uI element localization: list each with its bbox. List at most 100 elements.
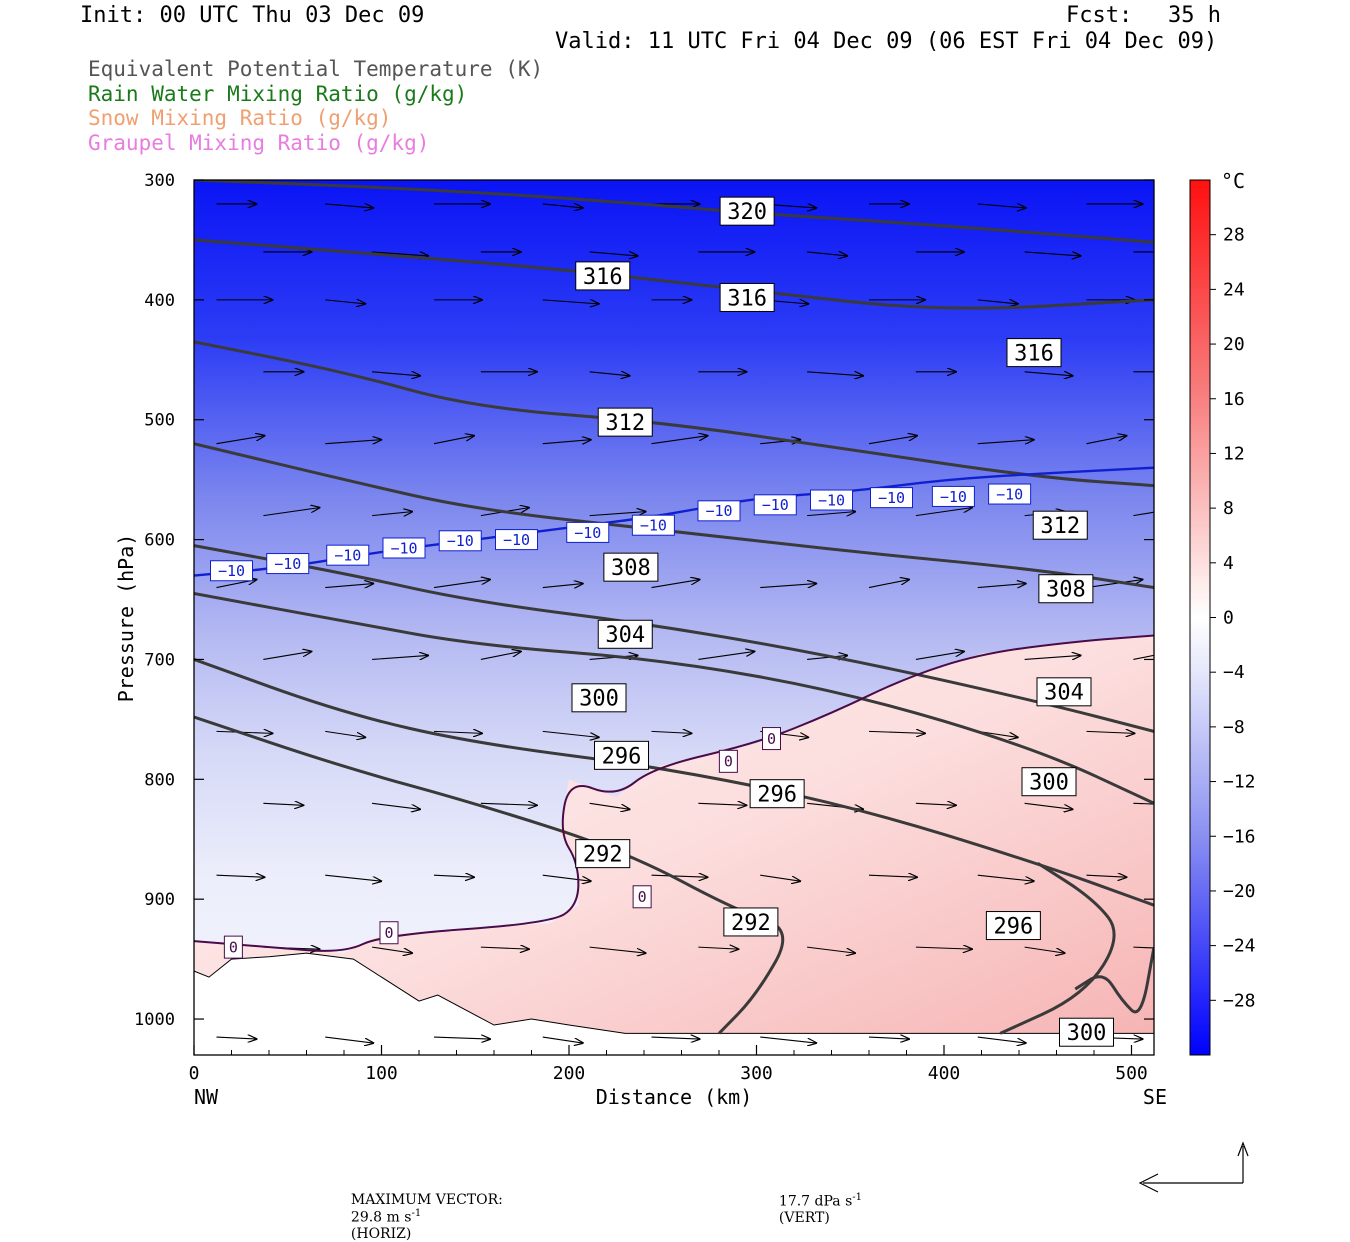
wind-vector — [480, 803, 537, 805]
wind-vector — [433, 1037, 490, 1039]
wind-vector — [372, 372, 420, 376]
wind-vector — [868, 1037, 909, 1039]
theta-e-label: 296 — [749, 779, 805, 809]
wind-vector — [1133, 802, 1154, 805]
svg-text:316: 316 — [583, 265, 623, 290]
theta-e-label: 312 — [1032, 510, 1088, 540]
wind-vector — [1086, 875, 1127, 877]
reference-vector — [1138, 1141, 1249, 1193]
colorbar-tick-label: 0 — [1223, 608, 1234, 629]
wind-vector — [1024, 372, 1073, 376]
wind-vector — [651, 875, 708, 877]
cross-section-chart: −10 −10 −10 −10 −10 −10 −10 −10 −10 −10 −10 −10 −10 −… — [114, 169, 1256, 1193]
x-axis: 0 100 200 300 400 500 — [189, 1045, 1148, 1084]
isotherm-label: 0 — [632, 885, 652, 909]
wind-vector — [216, 1037, 257, 1039]
y-tick-label: 600 — [144, 531, 175, 551]
svg-text:296: 296 — [602, 744, 642, 769]
x-right-end-label: SE — [1143, 1085, 1167, 1109]
wind-vector — [325, 300, 365, 304]
wind-vector — [760, 874, 800, 881]
colorbar-tick-label: 8 — [1223, 498, 1234, 519]
theta-e-label: 304 — [1036, 677, 1092, 707]
wind-vector — [372, 655, 428, 659]
theta-e-label: 292 — [575, 839, 631, 869]
isotherm-label: −10 — [631, 514, 675, 536]
legend-snow: Snow Mixing Ratio (g/kg) — [88, 106, 392, 130]
wind-vector — [325, 1036, 373, 1043]
wind-vector — [433, 436, 474, 445]
y-tick-label: 500 — [144, 411, 175, 431]
wind-vector — [589, 946, 646, 953]
theta-e-contour-296 — [194, 715, 785, 1035]
colorbar-tick-label: −28 — [1223, 990, 1256, 1011]
wind-vector — [868, 875, 917, 877]
wind-vector — [372, 512, 412, 516]
colorbar-gradient — [1189, 179, 1211, 1056]
wind-vector — [760, 1036, 816, 1043]
wind-vector — [868, 436, 917, 445]
wind-vector — [325, 204, 373, 208]
isotherm-label: −10 — [382, 537, 426, 559]
colorbar-tick-label: −20 — [1223, 881, 1256, 902]
wind-vector — [542, 584, 583, 588]
isotherm-label: 0 — [718, 749, 738, 773]
theta-e-label: 296 — [594, 740, 649, 770]
colorbar-tick-label: −8 — [1223, 717, 1245, 738]
isotherm-minus-10 — [194, 466, 1154, 577]
x-tick-label: 0 — [189, 1063, 200, 1084]
temperature-shading — [194, 180, 1154, 1055]
svg-text:−10: −10 — [762, 496, 789, 514]
wind-vector — [325, 730, 365, 737]
x-tick-label: 400 — [928, 1063, 961, 1084]
contour-labels: −10 −10 −10 −10 −10 −10 −10 −10 −10 −10 −10 −10 −10 −… — [210, 196, 1114, 1047]
isotherm-label: 0 — [762, 727, 781, 751]
wind-vector — [589, 372, 630, 376]
wind-vector — [589, 802, 630, 809]
svg-text:316: 316 — [1014, 342, 1054, 367]
vert-value: 17.7 dPa s — [778, 1193, 853, 1210]
isotherm-label: −10 — [988, 483, 1032, 505]
footer-max-vector: MAXIMUM VECTOR: 29.8 m s-1 (HORIZ) — [342, 1176, 503, 1242]
svg-text:316: 316 — [727, 286, 767, 311]
wind-vector — [977, 440, 1034, 444]
theta-e-label: 300 — [1021, 767, 1077, 797]
svg-text:0: 0 — [724, 753, 733, 771]
isotherm-label: −10 — [753, 494, 797, 516]
wind-vector — [915, 947, 972, 949]
vert-exponent: -1 — [852, 1192, 863, 1203]
valid-time: Valid: 11 UTC Fri 04 Dec 09 (06 EST Fri … — [555, 29, 1218, 54]
theta-e-label: 292 — [723, 907, 779, 937]
wind-vector — [263, 508, 319, 517]
wind-vector — [433, 875, 474, 877]
isotherm-label: −10 — [810, 489, 853, 511]
plot-frame — [193, 179, 1155, 1056]
horiz-exponent: -1 — [411, 1208, 422, 1219]
svg-text:304: 304 — [1044, 681, 1084, 706]
svg-text:320: 320 — [727, 200, 767, 225]
wind-vector — [1024, 655, 1081, 659]
svg-text:312: 312 — [1040, 514, 1080, 539]
isotherm-zero — [194, 634, 1154, 952]
wind-vector — [542, 1036, 583, 1043]
theta-e-label: 300 — [571, 683, 627, 713]
svg-text:0: 0 — [384, 924, 393, 942]
svg-text:308: 308 — [1046, 578, 1086, 603]
wind-vector — [1086, 580, 1143, 589]
wind-vector — [915, 651, 964, 660]
wind-vector — [325, 584, 373, 588]
isotherm-label: −10 — [210, 560, 253, 582]
y-axis: 300 400 500 600 700 800 900 1000 — [134, 171, 1154, 1030]
wind-vector — [372, 946, 412, 953]
x-tick-label: 500 — [1115, 1063, 1148, 1084]
wind-vector — [480, 947, 529, 949]
wind-vector — [589, 252, 638, 256]
svg-text:−10: −10 — [640, 517, 667, 535]
svg-text:−10: −10 — [878, 489, 905, 507]
theta-e-label: 296 — [985, 911, 1041, 941]
wind-vector — [977, 300, 1018, 304]
svg-text:−10: −10 — [940, 488, 967, 506]
colorbar-tick-label: 4 — [1223, 553, 1234, 574]
colorbar-unit: °C — [1221, 169, 1245, 193]
wind-vector — [263, 803, 303, 805]
